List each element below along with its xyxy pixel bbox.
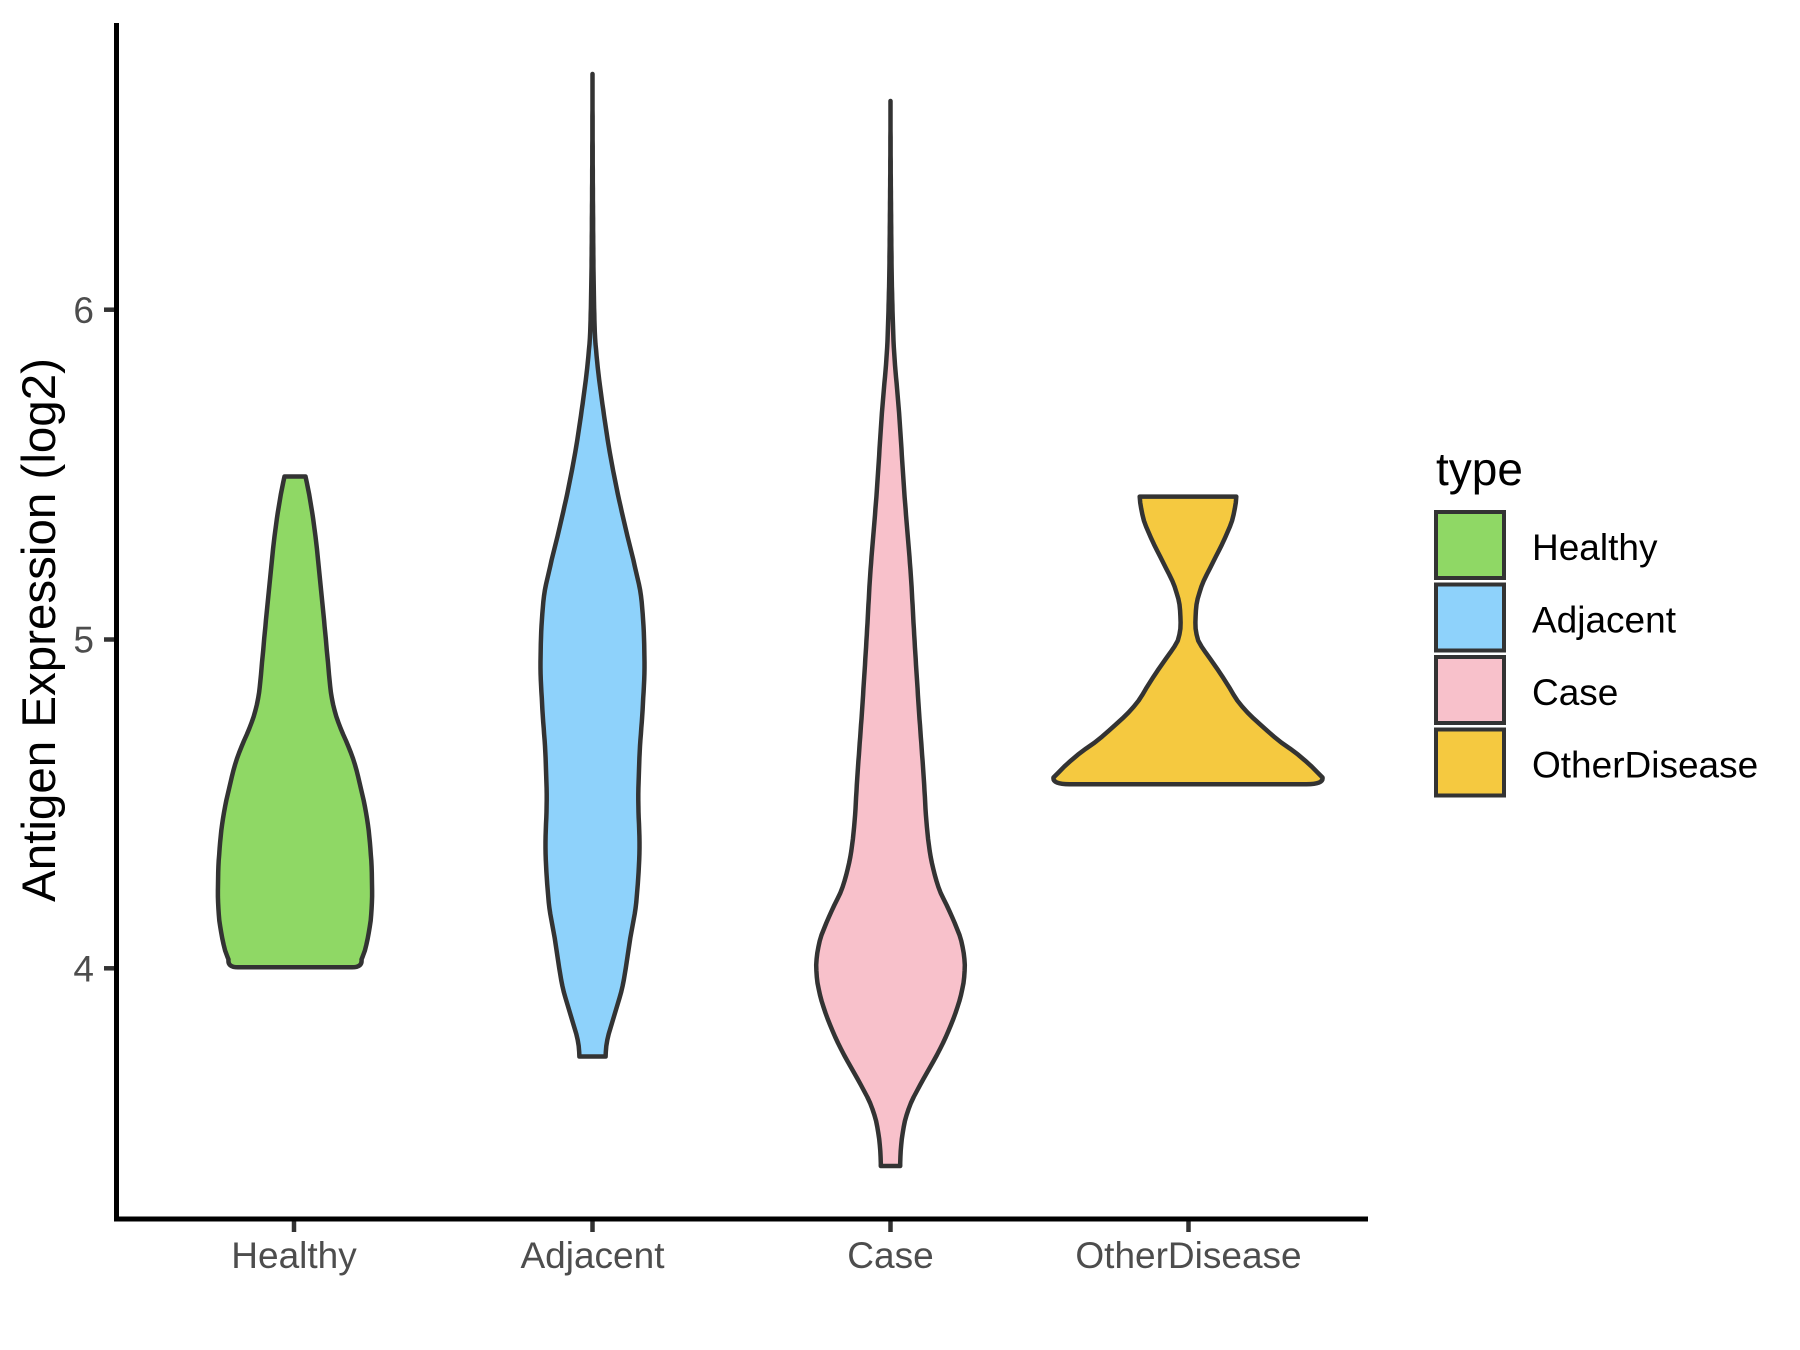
svg-text:OtherDisease: OtherDisease (1532, 745, 1758, 786)
svg-text:type: type (1436, 443, 1523, 495)
svg-text:Healthy: Healthy (231, 1235, 357, 1276)
svg-text:Adjacent: Adjacent (521, 1235, 666, 1276)
svg-text:4: 4 (73, 949, 94, 990)
svg-text:5: 5 (73, 620, 94, 661)
svg-text:Antigen Expression (log2): Antigen Expression (log2) (13, 358, 66, 902)
svg-text:Healthy: Healthy (1532, 527, 1658, 568)
svg-text:Case: Case (1532, 672, 1618, 713)
svg-text:OtherDisease: OtherDisease (1075, 1235, 1301, 1276)
svg-text:Adjacent: Adjacent (1532, 600, 1677, 641)
svg-text:6: 6 (73, 290, 94, 331)
svg-text:Case: Case (847, 1235, 933, 1276)
